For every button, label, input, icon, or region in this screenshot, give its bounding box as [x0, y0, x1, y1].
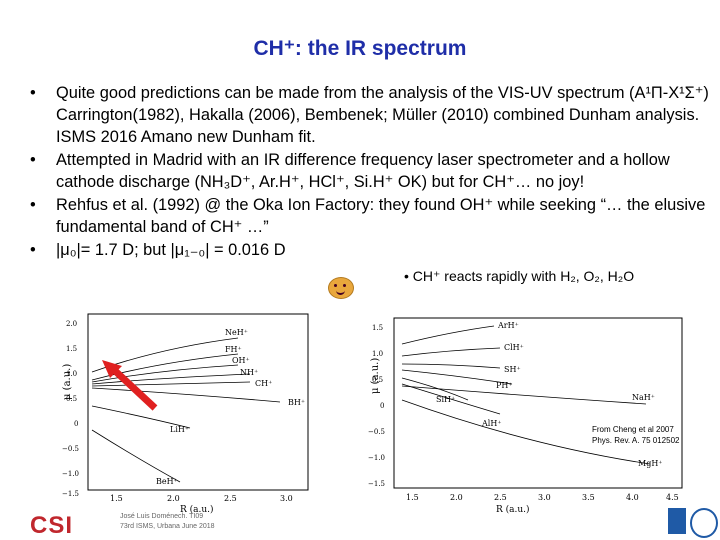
y-tick: −1.5: [62, 490, 79, 498]
label-clh: ClH⁺: [504, 343, 524, 352]
arrow-icon: [102, 360, 158, 411]
bullet-dot: •: [30, 241, 36, 259]
label-nh: NH⁺: [240, 368, 258, 377]
dipole-chart-left: NeH⁺ FH⁺ OH⁺ NH⁺ CH⁺ BH⁺ LiH⁺ BeH⁺ 2.0 1…: [62, 313, 309, 515]
smiley-icon: [328, 277, 354, 299]
y-tick: −0.5: [62, 445, 79, 453]
label-sh: SH⁺: [504, 365, 521, 374]
footer: José Luis Doménech. TI09 73rd ISMS, Urba…: [120, 512, 215, 532]
y-tick: 2.0: [66, 320, 77, 328]
institution-logo-icon: [668, 508, 686, 534]
reference-line: Phys. Rev. A. 75 012502: [592, 436, 680, 445]
y-tick: 1.0: [372, 350, 383, 358]
chart-frame: [393, 317, 683, 489]
curve-mgh: [401, 399, 651, 465]
label-ph: PH⁺: [496, 381, 513, 390]
x-axis-label: R (a.u.): [180, 504, 214, 515]
label-oh: OH⁺: [232, 356, 250, 365]
bullet-list: • Quite good predictions can be made fro…: [30, 82, 710, 262]
label-bh: BH⁺: [288, 398, 305, 407]
y-tick: 0: [74, 420, 78, 428]
x-tick: 3.5: [582, 493, 595, 502]
y-axis-label: μ (a.u.): [62, 364, 73, 400]
y-tick: 0.5: [372, 376, 383, 384]
curve-clh: [401, 347, 501, 357]
label-sih: SiH⁺: [436, 395, 455, 404]
chart-lines: [91, 337, 281, 483]
y-ticks: 2.0 1.5 1.0 0.5 0 −0.5 −1.0 −1.5: [62, 320, 79, 498]
x-axis-label: R (a.u.): [496, 504, 530, 514]
figure-reference: From Cheng et al 2007 Phys. Rev. A. 75 0…: [592, 424, 679, 446]
footer-line: 73rd ISMS, Urbana June 2018: [120, 523, 215, 530]
dipole-chart-right: ArH⁺ ClH⁺ SH⁺ PH⁺ SiH⁺ AlH⁺ NaH⁺ MgH⁺ 1.…: [368, 317, 683, 514]
bullet-item-4: • |μ₀|= 1.7 D; but |μ₁₋₀| = 0.016 D: [30, 239, 710, 261]
chart-frame: [87, 313, 309, 491]
x-tick: 2.5: [224, 494, 237, 503]
bullet-text: |μ₀|= 1.7 D; but |μ₁₋₀| = 0.016 D: [56, 241, 286, 259]
bullet-dot: •: [30, 84, 36, 102]
bullet-dot: •: [30, 196, 36, 214]
x-tick: 1.5: [406, 493, 419, 502]
curve-bh: [91, 387, 281, 403]
bullet-dot: •: [30, 151, 36, 169]
curve-beh: [91, 429, 181, 483]
bullet-item-3: • Rehfus et al. (1992) @ the Oka Ion Fac…: [30, 194, 710, 238]
chart-lines: [401, 325, 651, 465]
x-tick: 2.0: [450, 493, 463, 502]
label-beh: BeH⁺: [156, 477, 178, 486]
curve-sh: [401, 363, 501, 369]
x-tick: 3.0: [538, 493, 551, 502]
curve-nh: [91, 373, 251, 385]
label-alh: AlH⁺: [481, 419, 502, 428]
curve-alh: [401, 383, 501, 415]
curve-arh: [401, 325, 495, 345]
x-tick: 1.5: [110, 494, 123, 503]
seal-logo-icon: [690, 508, 718, 538]
curve-lih: [91, 405, 191, 429]
x-ticks: 1.5 2.0 2.5 3.0 3.5 4.0 4.5: [406, 493, 679, 502]
curve-fh: [91, 353, 239, 381]
x-tick: 3.0: [280, 494, 293, 503]
y-axis-label: μ (a.u.): [370, 358, 381, 394]
y-tick: 1.5: [372, 324, 383, 332]
x-tick: 4.0: [626, 493, 639, 502]
bullet-text: Attempted in Madrid with an IR differenc…: [56, 151, 670, 191]
y-tick: 0.5: [66, 395, 77, 403]
label-fh: FH⁺: [225, 345, 242, 354]
bullet-item-1: • Quite good predictions can be made fro…: [30, 82, 710, 148]
bullet-text: Rehfus et al. (1992) @ the Oka Ion Facto…: [56, 196, 706, 236]
label-lih: LiH⁺: [170, 425, 189, 434]
csic-logo: CSI: [30, 512, 74, 539]
x-ticks: 1.5 2.0 2.5 3.0: [110, 494, 293, 503]
label-ch: CH⁺: [255, 379, 272, 388]
bullet-item-2: • Attempted in Madrid with an IR differe…: [30, 149, 710, 193]
y-tick: −1.0: [368, 454, 385, 462]
label-nah: NaH⁺: [632, 393, 655, 402]
footer-line: José Luis Doménech. TI09: [120, 513, 204, 520]
curve-oh: [91, 364, 239, 383]
curve-ch: [91, 381, 251, 387]
label-mgh: MgH⁺: [638, 459, 663, 468]
x-tick: 2.0: [167, 494, 180, 503]
side-note: • CH⁺ reacts rapidly with H₂, O₂, H₂O: [404, 268, 635, 284]
label-arh: ArH⁺: [497, 321, 519, 330]
y-tick: −1.0: [62, 470, 79, 478]
curve-nah: [401, 385, 647, 405]
label-neh: NeH⁺: [225, 328, 248, 337]
y-tick: −0.5: [368, 428, 385, 436]
x-tick: 4.5: [666, 493, 679, 502]
slide-title: CH⁺: the IR spectrum: [253, 37, 467, 60]
y-tick: 1.0: [66, 370, 77, 378]
y-tick: 0: [380, 402, 384, 410]
curve-sih: [401, 377, 469, 401]
y-tick: 1.5: [66, 345, 77, 353]
bullet-text: Quite good predictions can be made from …: [56, 84, 709, 146]
y-tick: −1.5: [368, 480, 385, 488]
reference-line: From Cheng et al 2007: [592, 425, 674, 434]
x-tick: 2.5: [494, 493, 507, 502]
curve-ph: [401, 369, 513, 385]
y-ticks: 1.5 1.0 0.5 0 −0.5 −1.0 −1.5: [368, 324, 385, 488]
